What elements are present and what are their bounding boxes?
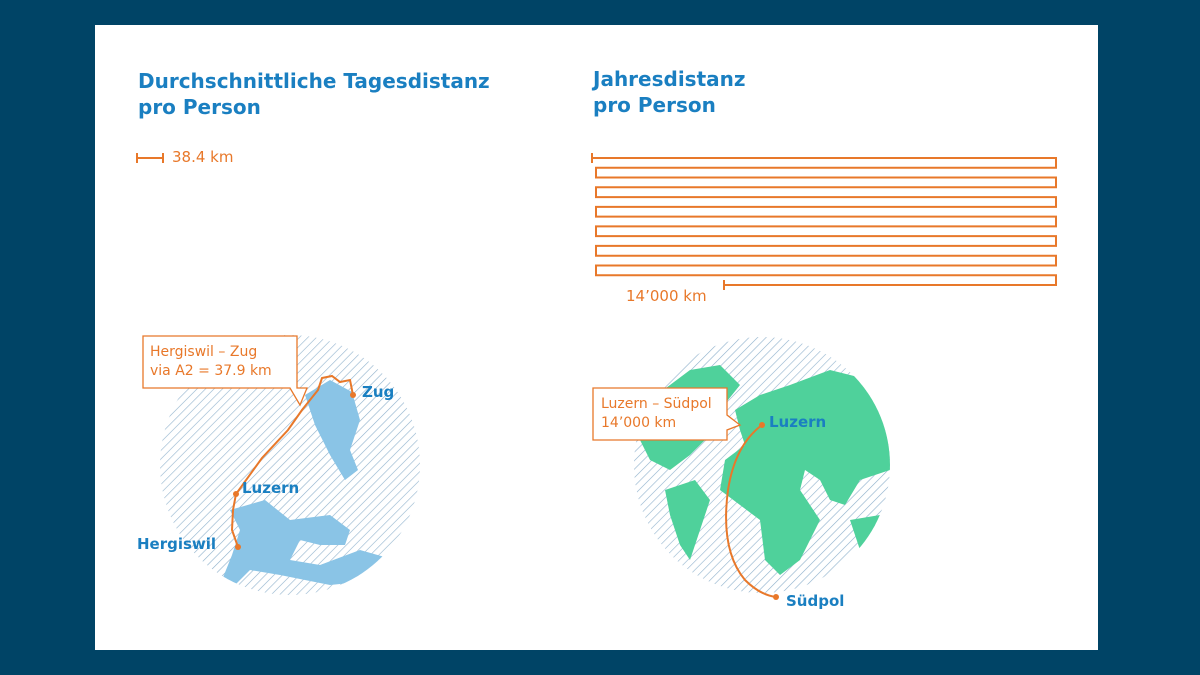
- distance-line: [591, 153, 1057, 290]
- map-circle: [160, 335, 420, 595]
- callout-left: [142, 335, 308, 407]
- callout-line: 14’000 km: [601, 415, 677, 431]
- callout-line: Hergiswil – Zug: [150, 344, 258, 360]
- title-line: Jahresdistanz: [593, 67, 746, 91]
- route-right: [725, 424, 777, 598]
- route-left: [230, 374, 354, 548]
- title-line: Durchschnittliche Tagesdistanz: [138, 69, 490, 93]
- distance-marker: [136, 153, 164, 163]
- title-right: Jahresdistanz pro Person: [593, 66, 746, 118]
- distance-label: 14’000 km: [626, 287, 707, 305]
- place-label: Luzern: [242, 479, 300, 497]
- place-label: Hergiswil: [137, 535, 217, 553]
- title-line: pro Person: [593, 93, 716, 117]
- route-dots-right: [759, 422, 779, 600]
- route-dots: [233, 392, 356, 550]
- distance-label: 38.4 km: [172, 148, 234, 166]
- callout-right: [592, 387, 742, 441]
- title-left: Durchschnittliche Tagesdistanz pro Person: [138, 68, 490, 120]
- callout-text: Luzern – Südpol 14’000 km: [601, 395, 712, 433]
- place-label: Luzern: [769, 413, 827, 431]
- place-label: Zug: [362, 383, 395, 401]
- callout-line: via A2 = 37.9 km: [150, 363, 272, 379]
- callout-text: Hergiswil – Zug via A2 = 37.9 km: [150, 343, 272, 381]
- lakes: [220, 380, 395, 585]
- place-label: Südpol: [786, 592, 845, 610]
- callout-line: Luzern – Südpol: [601, 396, 712, 412]
- title-line: pro Person: [138, 95, 261, 119]
